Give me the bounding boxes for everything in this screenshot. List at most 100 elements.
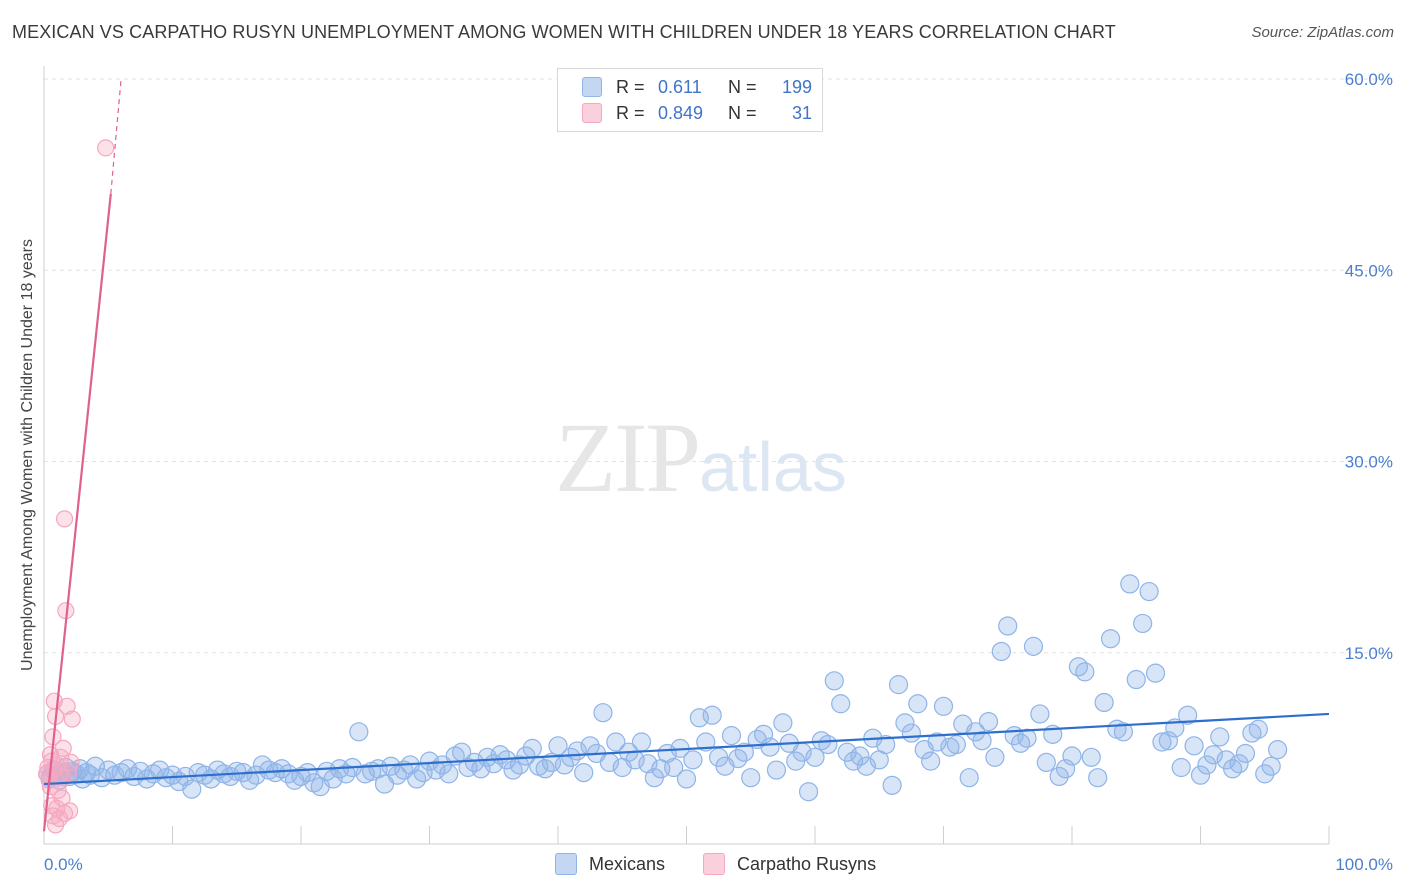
legend-item-carpatho-rusyns[interactable]: Carpatho Rusyns: [703, 853, 876, 875]
mexicans-point: [1203, 745, 1223, 765]
legend-label-carpatho-rusyns: Carpatho Rusyns: [737, 853, 877, 874]
mexicans-trendline: [43, 712, 1330, 786]
mexicans-point: [1210, 727, 1230, 747]
legend-swatch-carpatho-rusyns: [703, 853, 725, 875]
mexicans-point: [734, 742, 754, 762]
mexicans-point: [908, 694, 928, 714]
x-tick-label: 100.0%: [1335, 855, 1393, 874]
mexicans-point: [888, 675, 909, 695]
mexicans-point: [1229, 754, 1249, 774]
mexicans-point: [933, 696, 954, 716]
mexicans-point: [1261, 756, 1281, 776]
y-tick-label: 45.0%: [1345, 261, 1393, 280]
mexicans-point: [805, 747, 825, 767]
legend-label-mexicans: Mexicans: [589, 853, 666, 874]
mexicans-point: [664, 757, 684, 778]
watermark-atlas: atlas: [699, 428, 847, 506]
mexicans-point: [85, 756, 106, 776]
mexicans-point: [272, 759, 292, 779]
mexicans-point: [824, 671, 844, 691]
mexicans-point: [522, 738, 542, 758]
mexicans-point: [1152, 732, 1172, 752]
mexicans-point: [387, 765, 407, 785]
mexicans-point: [1184, 736, 1204, 756]
mexicans-point: [1120, 574, 1140, 594]
mexicans-point: [798, 782, 819, 802]
mexicans-point: [959, 768, 979, 788]
mexicans-point: [1010, 733, 1031, 753]
mexicans-point: [323, 769, 343, 789]
mexicans-point: [150, 760, 170, 780]
carpatho-rusyns-point: [54, 769, 72, 787]
legend-r-value: 0.611: [658, 76, 702, 97]
mexicans-point: [1062, 746, 1082, 766]
mexicans-point: [1178, 705, 1198, 725]
mexicans-point: [80, 765, 100, 785]
mexicans-point: [246, 765, 266, 785]
mexicans-point: [349, 722, 369, 742]
carpatho-rusyns-point: [55, 510, 74, 528]
mexicans-point: [882, 775, 902, 795]
mexicans-point: [1088, 768, 1108, 788]
mexicans-point: [972, 731, 992, 751]
carpatho-rusyns-point: [62, 753, 80, 772]
mexicans-point: [1171, 757, 1191, 778]
mexicans-point: [1126, 669, 1146, 690]
mexicans-point: [741, 768, 761, 788]
mexicans-point: [548, 736, 568, 756]
mexicans-point: [1197, 755, 1217, 775]
mexicans-point: [1133, 613, 1153, 634]
mexicans-point: [1113, 722, 1134, 742]
mexicans-point: [1190, 765, 1211, 785]
carpatho-rusyns-point: [54, 739, 72, 757]
legend-swatch-mexicans: [582, 77, 602, 97]
y-tick-label: 15.0%: [1345, 644, 1393, 663]
mexicans-point: [676, 769, 697, 789]
chart-source: Source: ZipAtlas.com: [1251, 24, 1394, 41]
stats-legend: R = 0.611 N = 199 R = 0.849 N = 31: [557, 68, 823, 132]
mexicans-point: [1049, 766, 1069, 787]
mexicans-point: [638, 754, 658, 774]
legend-swatch-carpatho-rusyns: [582, 103, 602, 123]
mexicans-point: [831, 694, 851, 714]
legend-n-label: N =: [728, 102, 757, 123]
mexicans-point: [1145, 663, 1166, 683]
mexicans-point: [895, 713, 915, 733]
mexicans-point: [683, 750, 703, 770]
carpatho-rusyns-point: [97, 139, 115, 157]
mexicans-point: [818, 734, 838, 755]
mexicans-point: [843, 751, 864, 771]
legend-item-mexicans[interactable]: Mexicans: [555, 853, 665, 875]
mexicans-point: [220, 766, 240, 787]
mexicans-point: [240, 770, 260, 790]
mexicans-point: [426, 760, 446, 780]
mexicans-point: [1139, 581, 1159, 602]
mexicans-point: [721, 726, 742, 746]
mexicans-point: [1248, 719, 1268, 739]
legend-n-label: N =: [728, 76, 757, 97]
legend-r-label: R =: [616, 102, 645, 123]
carpatho-rusyns-point: [63, 710, 81, 728]
carpatho-rusyns-point: [58, 697, 76, 715]
legend-r-value: 0.849: [658, 102, 704, 123]
x-tick-label: 0.0%: [44, 855, 83, 874]
mexicans-point: [1075, 662, 1095, 682]
mexicans-point: [631, 732, 652, 752]
mexicans-point: [850, 746, 870, 766]
mexicans-point: [921, 751, 941, 771]
mexicans-point: [1255, 764, 1275, 784]
watermark-zip: ZIP: [555, 402, 701, 513]
mexicans-point: [516, 746, 536, 766]
carpatho-rusyns-trendline: [42, 193, 112, 832]
y-tick-label: 60.0%: [1345, 70, 1393, 89]
mexicans-point: [297, 762, 318, 783]
carpatho-rusyns-point: [61, 802, 79, 820]
mexicans-point: [998, 616, 1018, 636]
mexicans-point: [1068, 657, 1089, 677]
mexicans-point: [1023, 636, 1044, 656]
mexicans-point: [606, 732, 626, 752]
mexicans-point: [1267, 740, 1288, 760]
carpatho-rusyns-trendline-extension: [110, 78, 122, 194]
mexicans-point: [1235, 743, 1256, 764]
series-legend: Mexicans Carpatho Rusyns: [0, 853, 1406, 877]
